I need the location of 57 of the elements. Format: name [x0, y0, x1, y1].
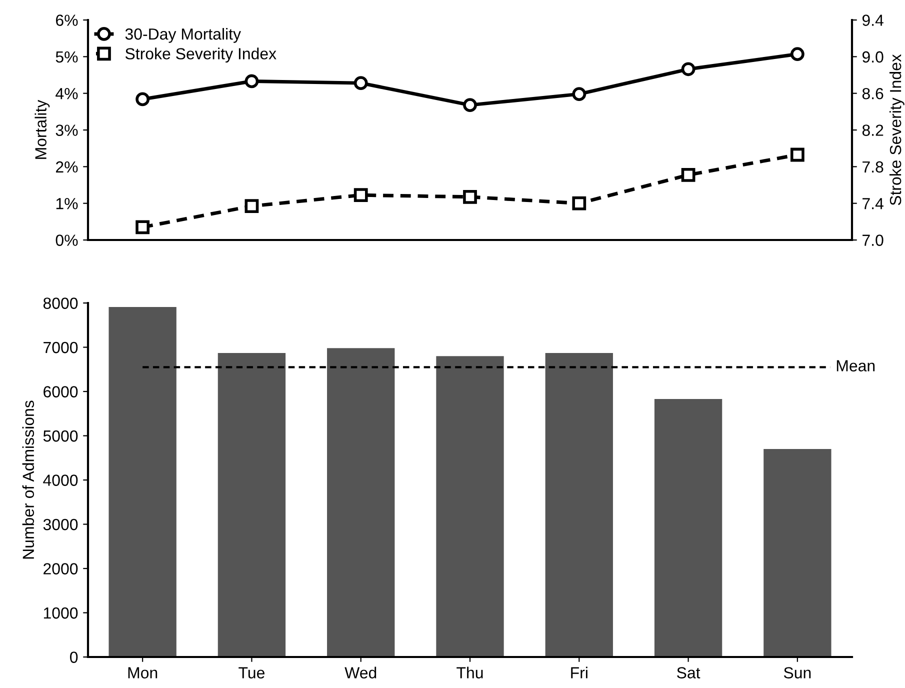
point: [354, 76, 368, 90]
bar: [327, 348, 395, 657]
point: [572, 196, 586, 210]
point: [790, 47, 804, 62]
x-tick-label: Sun: [784, 667, 811, 678]
y-tick-label: 4%: [56, 88, 78, 100]
point: [463, 190, 477, 204]
y-tick-label: 1000: [44, 607, 78, 619]
point: [136, 220, 150, 234]
bar: [436, 356, 504, 657]
y2-tick-label: 7.0: [862, 234, 884, 246]
y2-tick-label: 7.8: [862, 161, 884, 173]
bar: [764, 449, 832, 657]
y2-tick-label: 8.2: [862, 124, 884, 136]
x-tick-label: Sat: [677, 667, 700, 678]
point: [244, 199, 259, 214]
y-tick-label: 5000: [43, 430, 78, 442]
y-axis-title: Number of Admissions: [22, 400, 34, 559]
point: [244, 74, 259, 88]
bar: [545, 353, 613, 657]
point: [790, 148, 804, 162]
point: [681, 168, 696, 182]
y2-axis-title: Stroke Severity Index: [889, 54, 904, 206]
y-tick-label: 3%: [56, 124, 78, 136]
x-tick-label: Wed: [344, 666, 376, 678]
x-tick-label: Tue: [238, 667, 264, 678]
y-tick-label: 3000: [43, 518, 78, 530]
legend-label: 30-Day Mortality: [125, 28, 241, 43]
y-tick-label: 2%: [56, 161, 78, 173]
point: [354, 188, 368, 202]
bar: [654, 399, 722, 657]
y-tick-label: 6000: [44, 386, 78, 398]
point: [681, 62, 696, 76]
y-tick-label: 0: [70, 652, 78, 663]
y-tick-label: 1%: [56, 198, 78, 210]
y-axis-title: Mortality: [34, 100, 50, 159]
y-tick-label: 8000: [43, 298, 78, 309]
y2-tick-label: 7.4: [862, 198, 884, 210]
y-tick-label: 7000: [44, 342, 78, 354]
y-tick-label: 4000: [43, 474, 78, 486]
y-tick-label: 6%: [56, 14, 78, 26]
ref-line-label: Mean: [836, 360, 875, 372]
bar: [218, 353, 286, 657]
y-tick-label: 2000: [44, 563, 78, 574]
x-tick-label: Fri: [571, 666, 588, 678]
y-tick-label: 0%: [56, 234, 78, 246]
point: [136, 92, 150, 106]
y2-tick-label: 9.4: [862, 14, 884, 26]
bar: [108, 306, 176, 657]
y2-tick-label: 8.6: [862, 88, 884, 100]
y2-tick-label: 9.0: [862, 51, 884, 63]
legend-label: Stroke Severity Index: [125, 48, 276, 63]
x-tick-label: Mon: [128, 667, 158, 678]
point: [463, 98, 477, 112]
point: [572, 87, 586, 102]
x-tick-label: Thu: [456, 666, 483, 678]
y-tick-label: 5%: [56, 51, 78, 63]
